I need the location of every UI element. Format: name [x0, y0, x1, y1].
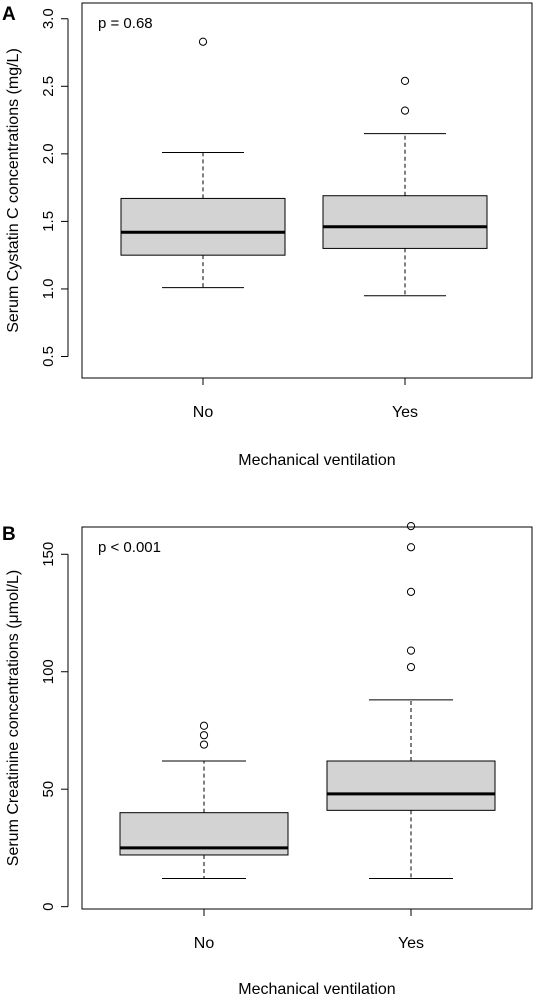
x-tick-label-yes: Yes: [392, 404, 418, 421]
y-tick-label: 50: [40, 781, 57, 798]
outlier-point: [199, 721, 209, 730]
iqr-box: [326, 760, 496, 811]
x-tick-label-no: No: [194, 935, 215, 952]
outlier-point: [198, 37, 208, 46]
x-tick-label-no: No: [193, 404, 214, 421]
x-axis-label: Mechanical ventilation: [238, 452, 395, 469]
panel-a: 0.5 1.0 1.5 2.0 2.5 3.0 No Yes Mechanical ventil…: [2, 2, 533, 469]
y-tick-label: 0: [40, 902, 57, 910]
panel-b: 0 50 100 150 No Yes Mechanical ventilation Seru…: [2, 521, 533, 997]
outlier-point: [406, 543, 416, 552]
iqr-box: [322, 195, 488, 249]
plot-frame: [81, 2, 533, 379]
y-tick-label: 0.5: [40, 346, 57, 367]
y-tick-label: 2.0: [40, 143, 57, 164]
y-tick-label: 1.0: [40, 279, 57, 300]
panel-label: A: [2, 4, 16, 25]
outlier-point: [400, 76, 410, 85]
iqr-box: [120, 197, 286, 256]
y-axis-label: Serum Cystatin C concentrations (mg/L): [5, 48, 22, 333]
box-no: [120, 37, 286, 289]
y-tick-label: 100: [40, 659, 57, 684]
outlier-point: [406, 587, 416, 596]
outlier-point: [406, 662, 416, 672]
box-yes: [326, 521, 496, 879]
box-no: [119, 721, 289, 879]
plot-frame: [81, 526, 533, 910]
y-tick-label: 150: [40, 542, 57, 567]
y-axis-label: Serum Creatinine concentrations (μmol/L): [5, 570, 22, 866]
y-tick-label: 2.5: [40, 76, 57, 97]
y-tick-label: 1.5: [40, 211, 57, 232]
p-value-annotation: p = 0.68: [98, 15, 153, 32]
outlier-point: [406, 646, 416, 655]
box-yes: [322, 76, 488, 297]
x-tick-label-yes: Yes: [398, 935, 424, 952]
x-axis-label: Mechanical ventilation: [238, 981, 395, 997]
outlier-point: [199, 740, 209, 749]
y-tick-label: 3.0: [40, 8, 57, 29]
outlier-point: [400, 106, 410, 115]
outlier-point: [199, 731, 209, 740]
panel-label: B: [2, 524, 16, 545]
p-value-annotation: p < 0.001: [98, 539, 161, 556]
outlier-point: [406, 521, 416, 531]
